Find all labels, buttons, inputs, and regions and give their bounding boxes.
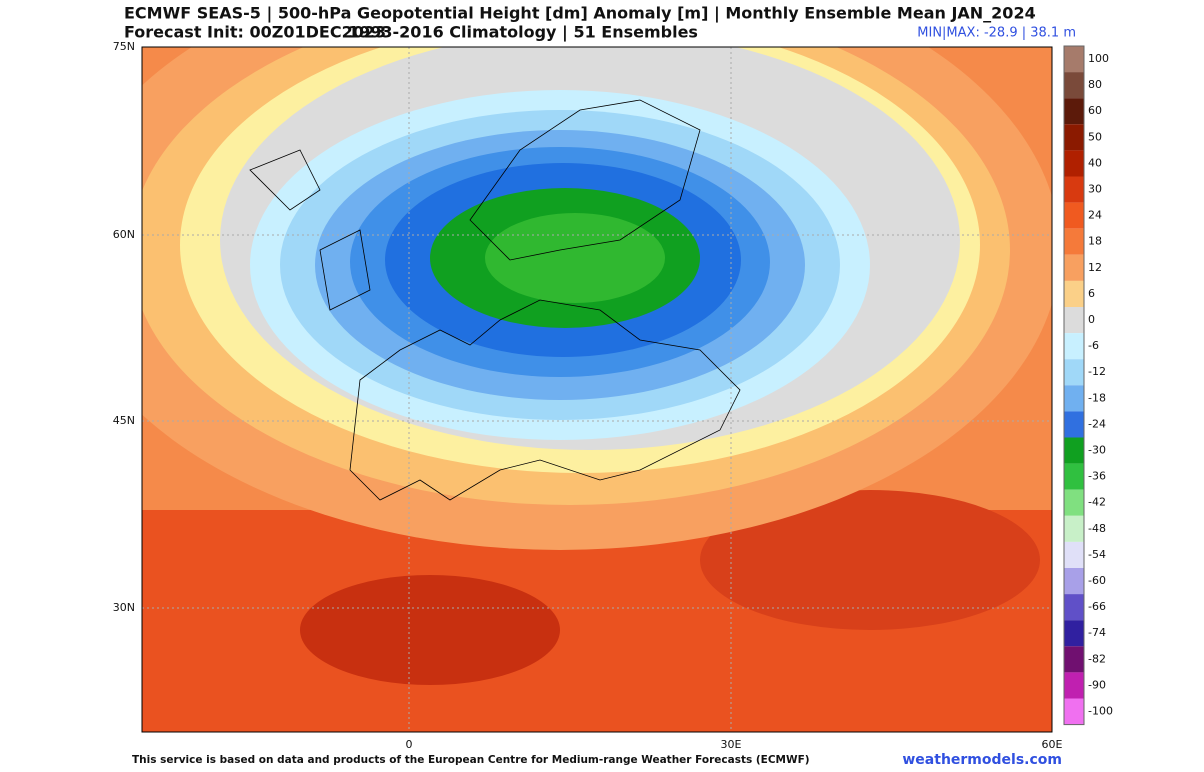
lon-label: 60E xyxy=(1042,738,1063,751)
colorbar-label: -48 xyxy=(1088,522,1106,535)
colorbar-label: 0 xyxy=(1088,313,1095,326)
colorbar-swatch xyxy=(1064,280,1084,307)
colorbar-label: -74 xyxy=(1088,626,1106,639)
minmax: MIN|MAX: -28.9 | 38.1 m xyxy=(917,26,1076,41)
init: Forecast Init: 00Z01DEC2023 xyxy=(124,23,386,42)
colorbar-label: 100 xyxy=(1088,52,1109,65)
colorbar-frame xyxy=(1063,45,1085,726)
title: ECMWF SEAS-5 | 500-hPa Geopotential Heig… xyxy=(124,4,1036,24)
colorbar-swatch xyxy=(1064,541,1084,568)
colorbar-swatch xyxy=(1064,515,1084,542)
colorbar-label: 30 xyxy=(1088,183,1102,196)
colorbar-label: -42 xyxy=(1088,496,1106,509)
colorbar-label: 24 xyxy=(1088,209,1102,222)
colorbar-label: 12 xyxy=(1088,261,1102,274)
colorbar-swatch xyxy=(1064,333,1084,360)
brand: weathermodels.com xyxy=(902,752,1062,768)
colorbar-swatch xyxy=(1064,489,1084,516)
colorbar-swatch xyxy=(1064,46,1084,73)
colorbar-swatch xyxy=(1064,150,1084,177)
colorbar-label: -100 xyxy=(1088,705,1113,718)
colorbar-swatch xyxy=(1064,646,1084,673)
map-frame xyxy=(141,46,1053,733)
colorbar-label: -36 xyxy=(1088,470,1106,483)
colorbar-label: -24 xyxy=(1088,417,1106,430)
colorbar-label: -6 xyxy=(1088,339,1099,352)
colorbar-swatch xyxy=(1064,437,1084,464)
colorbar-label: -18 xyxy=(1088,391,1106,404)
colorbar-label: 80 xyxy=(1088,78,1102,91)
colorbar-swatch xyxy=(1064,594,1084,621)
colorbar-swatch xyxy=(1064,124,1084,151)
colorbar-swatch xyxy=(1064,98,1084,125)
lat-label: 45N xyxy=(113,414,135,427)
colorbar-swatch xyxy=(1064,359,1084,386)
colorbar-swatch xyxy=(1064,254,1084,281)
colorbar-swatch xyxy=(1064,72,1084,99)
colorbar-label: -66 xyxy=(1088,600,1106,613)
colorbar-swatch xyxy=(1064,385,1084,412)
lon-label: 0 xyxy=(406,738,413,751)
colorbar-label: -12 xyxy=(1088,365,1106,378)
colorbar-swatch xyxy=(1064,228,1084,255)
colorbar-swatch xyxy=(1064,411,1084,438)
colorbar-label: -54 xyxy=(1088,548,1106,561)
climatology: 1993-2016 Climatology | 51 Ensembles xyxy=(348,23,698,43)
lat-label: 75N xyxy=(113,40,135,53)
colorbar-label: -90 xyxy=(1088,678,1106,691)
colorbar: 100806050403024181260-6-12-18-24-30-36-4… xyxy=(1063,45,1113,726)
map xyxy=(142,47,1052,732)
colorbar-label: 60 xyxy=(1088,104,1102,117)
colorbar-swatch xyxy=(1064,176,1084,203)
colorbar-label: 6 xyxy=(1088,287,1095,300)
colorbar-swatch xyxy=(1064,620,1084,647)
colorbar-label: 18 xyxy=(1088,235,1102,248)
colorbar-swatch xyxy=(1064,463,1084,490)
lon-label: 30E xyxy=(721,738,742,751)
colorbar-label: 40 xyxy=(1088,156,1102,169)
lat-label: 60N xyxy=(113,228,135,241)
colorbar-swatch xyxy=(1064,307,1084,334)
colorbar-label: -82 xyxy=(1088,652,1106,665)
colorbar-label: -30 xyxy=(1088,444,1106,457)
credit: This service is based on data and produc… xyxy=(132,754,810,766)
colorbar-label: 50 xyxy=(1088,130,1102,143)
colorbar-swatch xyxy=(1064,698,1084,725)
colorbar-swatch xyxy=(1064,202,1084,229)
lat-label: 30N xyxy=(113,601,135,614)
colorbar-swatch xyxy=(1064,672,1084,699)
colorbar-swatch xyxy=(1064,568,1084,595)
colorbar-label: -60 xyxy=(1088,574,1106,587)
